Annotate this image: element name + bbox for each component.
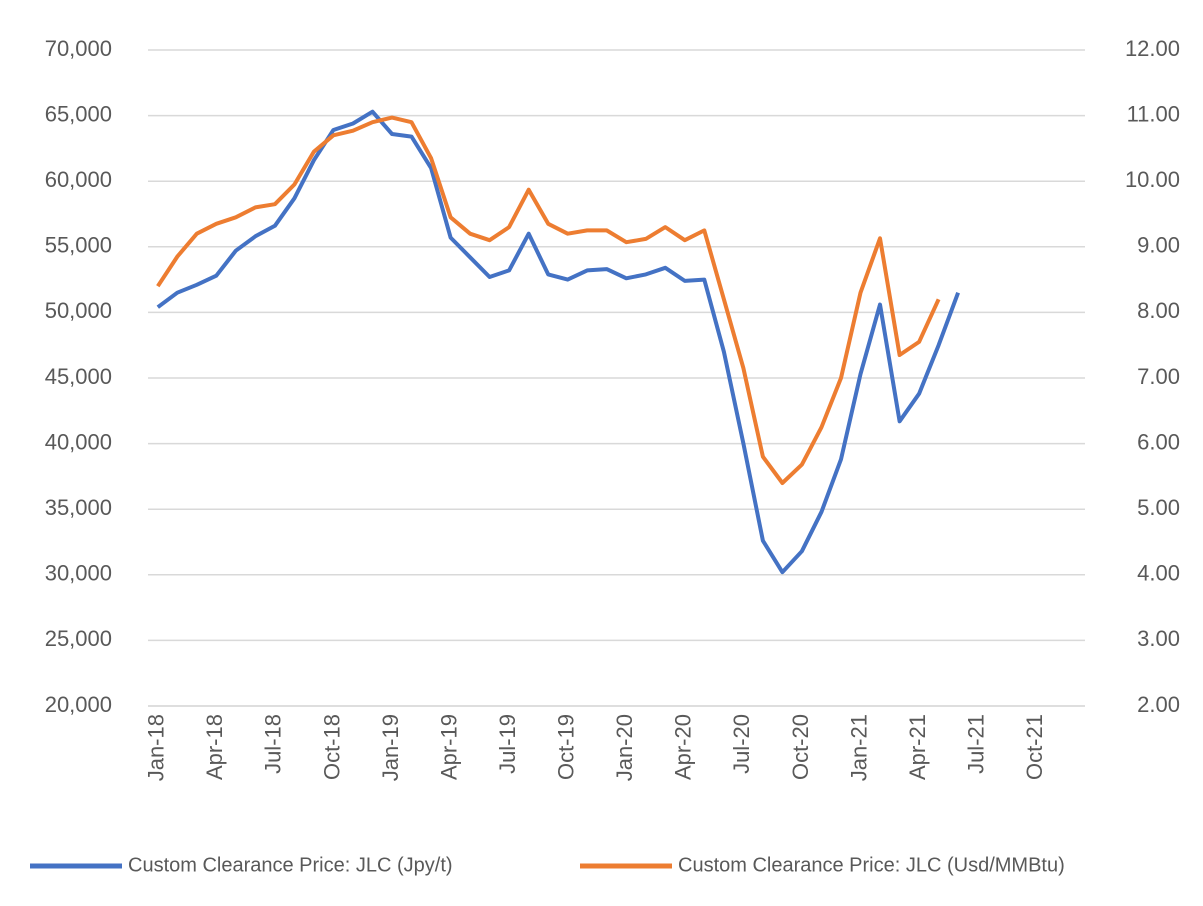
x-tick-label: Apr-19	[436, 714, 461, 780]
x-tick-label: Apr-20	[671, 714, 696, 780]
x-tick-label: Jan-18	[144, 714, 169, 781]
x-tick-label: Jan-19	[378, 714, 403, 781]
x-tick-label: Jul-20	[729, 714, 754, 774]
x-tick-label: Jul-19	[495, 714, 520, 774]
y2-tick-label: 5.00	[1137, 495, 1180, 520]
legend-label: Custom Clearance Price: JLC (Usd/MMBtu)	[678, 854, 1065, 876]
y-tick-label: 35,000	[45, 495, 112, 520]
y2-tick-label: 11.00	[1127, 101, 1180, 126]
x-tick-label: Apr-18	[202, 714, 227, 780]
y-tick-label: 20,000	[45, 692, 112, 717]
x-tick-label: Oct-18	[319, 714, 344, 780]
x-tick-label: Jan-20	[612, 714, 637, 781]
y2-tick-label: 6.00	[1137, 429, 1180, 454]
x-tick-label: Oct-20	[788, 714, 813, 780]
y2-tick-label: 12.00	[1125, 36, 1180, 61]
y2-tick-label: 10.00	[1125, 167, 1180, 192]
x-tick-label: Jul-18	[261, 714, 286, 774]
y-tick-label: 65,000	[45, 101, 112, 126]
x-tick-label: Oct-21	[1022, 714, 1047, 780]
y-tick-label: 55,000	[45, 233, 112, 258]
y-tick-label: 60,000	[45, 167, 112, 192]
y2-tick-label: 2.00	[1137, 692, 1180, 717]
y-tick-label: 50,000	[45, 298, 112, 323]
y2-tick-label: 7.00	[1137, 364, 1180, 389]
y2-tick-label: 9.00	[1137, 233, 1180, 258]
x-tick-label: Apr-21	[905, 714, 930, 780]
y-tick-label: 45,000	[45, 364, 112, 389]
y2-tick-label: 8.00	[1137, 298, 1180, 323]
x-tick-label: Oct-19	[554, 714, 579, 780]
legend-label: Custom Clearance Price: JLC (Jpy/t)	[128, 854, 453, 876]
y-tick-label: 25,000	[45, 626, 112, 651]
y-tick-label: 40,000	[45, 429, 112, 454]
x-tick-label: Jul-21	[963, 714, 988, 774]
y-tick-label: 30,000	[45, 561, 112, 586]
y2-tick-label: 3.00	[1137, 626, 1180, 651]
x-tick-label: Jan-21	[846, 714, 871, 781]
y2-tick-label: 4.00	[1137, 561, 1180, 586]
series-line	[156, 115, 941, 485]
y-tick-label: 70,000	[45, 36, 112, 61]
series-line	[156, 109, 960, 575]
